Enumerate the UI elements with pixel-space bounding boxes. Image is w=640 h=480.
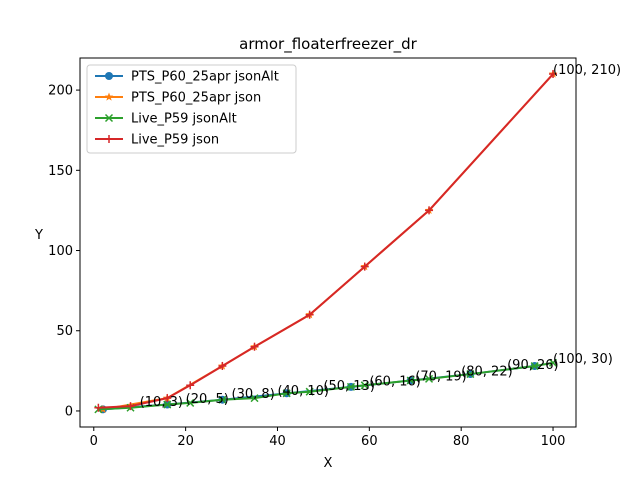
- legend-item: PTS_P60_25apr jsonAlt: [95, 70, 279, 85]
- data-point: [282, 389, 291, 398]
- y-axis-label: Y: [34, 228, 43, 243]
- data-point: [250, 394, 259, 403]
- axes-frame: [79, 57, 577, 428]
- data-point: [126, 402, 135, 411]
- data-point: [305, 387, 314, 396]
- data-point: [163, 394, 172, 403]
- legend-label: PTS_P60_25apr json: [131, 91, 261, 106]
- y-tick-label: 0: [65, 404, 73, 419]
- x-tick-label: 0: [90, 434, 98, 449]
- data-point: [250, 342, 259, 351]
- y-tick-label: 100: [48, 244, 73, 259]
- data-label: (40, 10): [277, 384, 329, 399]
- data-point: [218, 362, 227, 371]
- x-tick-label: 40: [269, 434, 286, 449]
- data-point: [186, 398, 195, 407]
- data-point: [549, 358, 558, 367]
- data-label: (80, 22): [461, 365, 513, 380]
- legend-marker: [105, 72, 113, 80]
- legend-label: Live_P59 json: [131, 133, 219, 148]
- data-point: [163, 400, 172, 409]
- data-label: (60, 16): [369, 374, 421, 389]
- y-tick-label: 50: [56, 324, 73, 339]
- annotations: (10, 3) (20, 5) (30, 8) (40, 10)(50, 13)(60…: [140, 63, 621, 410]
- data-point: [346, 382, 355, 391]
- y-tick-label: 200: [48, 84, 73, 99]
- x-tick-label: 60: [361, 434, 378, 449]
- data-point: [425, 206, 434, 215]
- x-axis-label: X: [324, 456, 333, 471]
- legend-item: Live_P59 json: [95, 133, 219, 148]
- data-label: (50, 13): [323, 379, 375, 394]
- legend-label: PTS_P60_25apr jsonAlt: [131, 70, 279, 85]
- data-label: (20, 5): [186, 392, 229, 407]
- data-point: [360, 262, 369, 271]
- legend-marker: [104, 113, 114, 123]
- data-point: [94, 403, 103, 412]
- legend-item: PTS_P60_25apr json: [95, 91, 261, 106]
- y-axis: 0 50 100 150 200: [48, 84, 80, 419]
- data-point: [218, 395, 227, 404]
- data-point: [360, 381, 369, 390]
- plot-area: [94, 69, 558, 414]
- data-label: (10, 3): [140, 395, 183, 410]
- data-point: [186, 381, 195, 390]
- series-line: [98, 73, 554, 409]
- data-label: (90, 26): [507, 358, 558, 373]
- data-point: [305, 310, 314, 319]
- data-point: [425, 374, 434, 383]
- x-tick-label: 20: [177, 434, 194, 449]
- x-axis: 0 20 40 60 80 100: [90, 427, 566, 449]
- legend-marker: [105, 135, 113, 143]
- data-point: [406, 376, 415, 385]
- chart-title: armor_floaterfreezer_dr: [239, 35, 418, 54]
- data-label: (30, 8): [232, 387, 275, 402]
- data-label: (100, 210): [553, 63, 621, 78]
- legend-label: Live_P59 jsonAlt: [131, 112, 237, 127]
- data-label: (100, 30): [553, 352, 613, 367]
- legend-item: Live_P59 jsonAlt: [95, 112, 237, 127]
- data-point: [466, 370, 475, 379]
- data-label: (70, 19): [415, 369, 467, 384]
- y-tick-label: 150: [48, 164, 73, 179]
- series-3: [94, 70, 558, 412]
- data-point: [530, 362, 539, 371]
- legend: PTS_P60_25apr jsonAlt PTS_P60_25apr json L…: [86, 64, 297, 154]
- x-tick-label: 100: [541, 434, 566, 449]
- data-point: [549, 70, 558, 79]
- legend-marker: [104, 92, 114, 101]
- x-tick-label: 80: [453, 434, 470, 449]
- legend-frame: [86, 64, 297, 154]
